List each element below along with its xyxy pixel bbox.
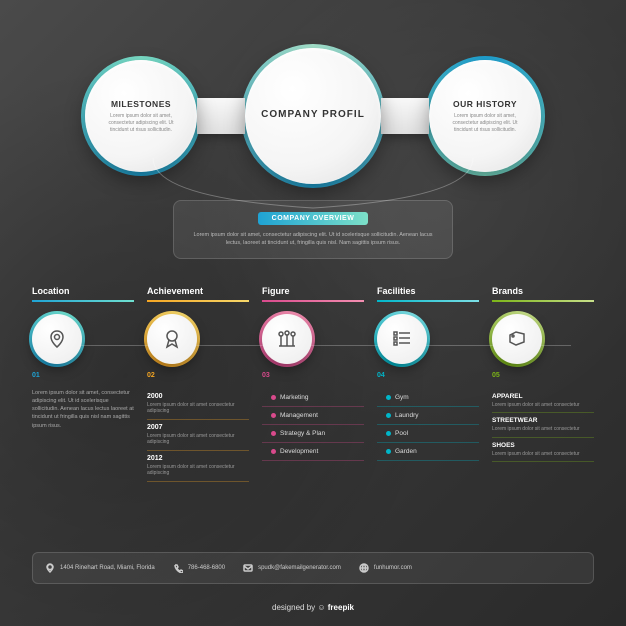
item-icon-circle [492, 314, 542, 364]
year-item: 2007Lorem ipsum dolor sit amet consectet… [147, 420, 249, 451]
top-circles: MILESTONES Lorem ipsum dolor sit amet, c… [0, 48, 626, 184]
item-body: Lorem ipsum dolor sit amet, consectetur … [32, 389, 134, 430]
footer-phone: 786-468-6800 [173, 563, 225, 573]
year-item: 2000Lorem ipsum dolor sit amet consectet… [147, 389, 249, 420]
facilities-icon [391, 328, 413, 350]
brands-icon [506, 328, 528, 350]
list-item: Marketing [262, 389, 364, 407]
list-item: Laundry [377, 407, 479, 425]
item-figure: Figure 03 MarketingManagementStrategy & … [262, 286, 364, 482]
pin-icon [45, 563, 55, 573]
item-number: 03 [262, 372, 364, 379]
items-row: Location 01 Lorem ipsum dolor sit amet, … [32, 286, 594, 482]
item-rule [32, 300, 134, 302]
list-item: Gym [377, 389, 479, 407]
item-achievement: Achievement 02 2000Lorem ipsum dolor sit… [147, 286, 249, 482]
overview-body: Lorem ipsum dolor sit amet, consectetur … [188, 231, 438, 248]
footer-address: 1404 Rinehart Road, Miami, Florida [45, 563, 155, 573]
item-facilities: Facilities 04 GymLaundryPoolGarden [377, 286, 479, 482]
item-number: 01 [32, 372, 134, 379]
item-title: Location [32, 286, 134, 296]
item-icon-circle [147, 314, 197, 364]
connector-right [381, 98, 429, 134]
item-title: Facilities [377, 286, 479, 296]
list-item: Pool [377, 425, 479, 443]
year-item: 2012Lorem ipsum dolor sit amet consectet… [147, 451, 249, 482]
brand-item: STREETWEARLorem ipsum dolor sit amet con… [492, 413, 594, 438]
item-number: 05 [492, 372, 594, 379]
phone-icon [173, 563, 183, 573]
footer-web: funhumor.com [359, 563, 412, 573]
achievement-icon [161, 328, 183, 350]
milestones-title: MILESTONES [111, 99, 171, 109]
item-number: 02 [147, 372, 249, 379]
brand-item: APPARELLorem ipsum dolor sit amet consec… [492, 389, 594, 414]
item-title: Achievement [147, 286, 249, 296]
item-rule [147, 300, 249, 302]
list-item: Strategy & Plan [262, 425, 364, 443]
milestones-body: Lorem ipsum dolor sit amet, consectetur … [99, 113, 184, 134]
overview-box: COMPANY OVERVIEW Lorem ipsum dolor sit a… [173, 200, 453, 259]
item-title: Brands [492, 286, 594, 296]
history-circle: OUR HISTORY Lorem ipsum dolor sit amet, … [429, 60, 541, 172]
list-item: Management [262, 407, 364, 425]
overview-tab: COMPANY OVERVIEW [258, 212, 369, 225]
list-item: Development [262, 443, 364, 461]
item-brands: Brands 05 APPARELLorem ipsum dolor sit a… [492, 286, 594, 482]
company-circle: COMPANY PROFIL [245, 48, 381, 184]
footer-bar: 1404 Rinehart Road, Miami, Florida 786-4… [32, 552, 594, 584]
history-title: OUR HISTORY [453, 99, 517, 109]
footer-email: spudk@fakemailgenerator.com [243, 563, 341, 573]
history-body: Lorem ipsum dolor sit amet, consectetur … [443, 113, 528, 134]
item-icon-circle [32, 314, 82, 364]
connector-left [197, 98, 245, 134]
item-number: 04 [377, 372, 479, 379]
item-location: Location 01 Lorem ipsum dolor sit amet, … [32, 286, 134, 482]
item-icon-circle [262, 314, 312, 364]
credit: designed by ☺ freepik [0, 603, 626, 612]
item-rule [492, 300, 594, 302]
item-rule [262, 300, 364, 302]
globe-icon [359, 563, 369, 573]
figure-icon [276, 328, 298, 350]
mail-icon [243, 563, 253, 573]
company-title: COMPANY PROFIL [261, 109, 365, 120]
brand-item: SHOESLorem ipsum dolor sit amet consecte… [492, 438, 594, 463]
item-rule [377, 300, 479, 302]
location-icon [46, 328, 68, 350]
milestones-circle: MILESTONES Lorem ipsum dolor sit amet, c… [85, 60, 197, 172]
item-title: Figure [262, 286, 364, 296]
item-icon-circle [377, 314, 427, 364]
list-item: Garden [377, 443, 479, 461]
